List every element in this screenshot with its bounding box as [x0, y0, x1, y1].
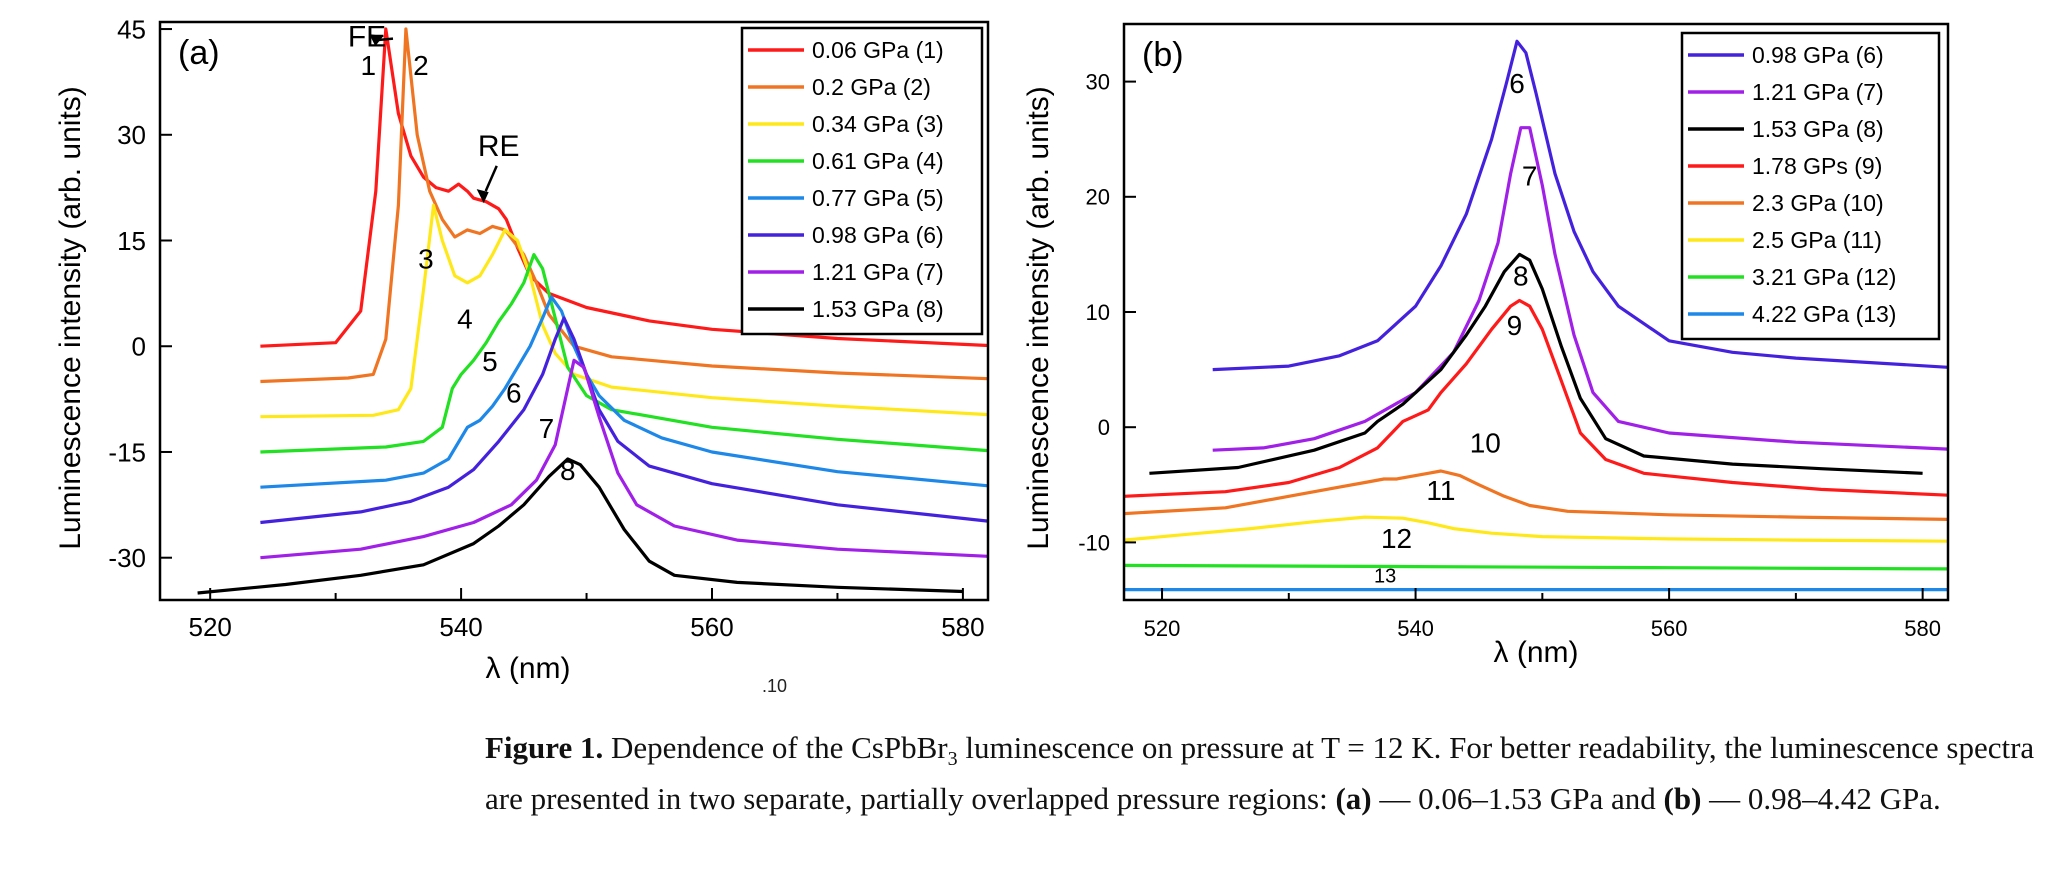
caption-text-1: Dependence of the CsPbBr [603, 730, 948, 765]
legend-box [740, 26, 984, 336]
y-tick-label: 15 [117, 226, 146, 256]
y-tick-label: 45 [117, 14, 146, 44]
legend-entry: 1.78 GPs (9) [1752, 153, 1882, 179]
y-tick-label: 30 [1086, 70, 1110, 95]
series-line-8 [197, 457, 963, 595]
caption-text-2: luminescence on pressure at T = 12 K. Fo… [485, 730, 2035, 817]
y-axis-label: Luminescence intensity (arb. units) [54, 86, 87, 550]
series-line-7 [1123, 563, 1949, 571]
legend-box [1680, 31, 1941, 341]
re-arrow-head [476, 189, 489, 204]
legend-entry: 0.61 GPa (4) [812, 148, 944, 174]
curve-number-label: 13 [1374, 566, 1396, 588]
legend-entry: 0.06 GPa (1) [812, 37, 944, 63]
y-tick-label: 0 [132, 332, 146, 362]
curve-number-label: 1 [360, 50, 376, 81]
caption-subscript: 3 [947, 748, 958, 771]
re-arrow-line [484, 165, 498, 192]
legend-entry: 1.21 GPa (7) [812, 259, 944, 285]
series-line-4 [260, 253, 989, 454]
caption-ref-a: (a) [1335, 781, 1372, 817]
legend-entry: 1.53 GPa (8) [1752, 116, 1884, 142]
x-tick-label: 580 [1904, 616, 1941, 641]
legend-entry: 0.34 GPa (3) [812, 111, 944, 137]
legend-entry: 4.22 GPa (13) [1752, 301, 1896, 327]
y-tick-label: -10 [1078, 530, 1110, 555]
y-tick-label: -30 [108, 543, 146, 573]
plot-frame [158, 20, 990, 602]
curve-number-label: 5 [482, 346, 498, 377]
series-line-1 [1212, 39, 1949, 372]
legend-entry: 2.5 GPa (11) [1752, 227, 1882, 253]
curve-number-label: 6 [1509, 68, 1525, 99]
y-tick-label: 10 [1086, 300, 1110, 325]
y-tick-label: -15 [108, 437, 146, 467]
curve-number-label: 11 [1426, 475, 1455, 506]
y-tick-label: 0 [1098, 415, 1110, 440]
y-tick-label: 30 [117, 120, 146, 150]
curve-number-label: 8 [1513, 261, 1529, 292]
panel-label: (a) [178, 34, 220, 72]
x-tick-label: 540 [439, 612, 482, 642]
caption-text-3: — 0.06–1.53 GPa and [1371, 781, 1664, 817]
x-tick-label: 540 [1397, 616, 1434, 641]
legend-entry: 0.2 GPa (2) [812, 74, 931, 100]
legend-entry: 1.21 GPa (7) [1752, 79, 1884, 105]
caption-text-4: — 0.98–4.42 GPa. [1701, 781, 1941, 817]
curve-number-label: 8 [560, 455, 576, 486]
legend-entry: 3.21 GPa (12) [1752, 264, 1896, 290]
x-tick-label: 580 [941, 612, 984, 642]
caption-ref-b: (b) [1663, 781, 1702, 817]
page-mark: .10 [762, 676, 788, 696]
series-line-2 [260, 27, 989, 384]
x-axis-label: λ (nm) [1494, 636, 1579, 669]
curve-number-label: 3 [418, 244, 434, 275]
x-tick-label: 560 [1651, 616, 1688, 641]
curve-number-label: 12 [1381, 523, 1412, 554]
series-line-6 [1123, 515, 1949, 543]
figure-caption: Figure 1. Dependence of the CsPbBr3 lumi… [485, 728, 2045, 819]
y-axis-label: Luminescence intensity (arb. units) [1022, 86, 1055, 550]
curve-number-label: 2 [413, 50, 429, 81]
series-line-4 [1123, 298, 1949, 498]
legend-entry: 2.3 GPa (10) [1752, 190, 1884, 216]
curve-number-label: 7 [1522, 160, 1538, 191]
fe-arrow-head [369, 34, 384, 47]
series-line-3 [260, 203, 989, 419]
series-line-6 [260, 316, 989, 525]
legend-entry: 0.77 GPa (5) [812, 185, 944, 211]
x-tick-label: 520 [1144, 616, 1181, 641]
legend-entry: 0.98 GPa (6) [812, 222, 944, 248]
x-axis-label: λ (nm) [486, 652, 571, 685]
curve-number-label: 4 [457, 304, 473, 335]
x-tick-label: 560 [690, 612, 733, 642]
curve-number-label: 6 [506, 378, 522, 409]
series-line-7 [260, 358, 989, 560]
legend-entry: 1.53 GPa (8) [812, 296, 944, 322]
series-line-5 [1123, 469, 1949, 521]
series-line-1 [260, 27, 989, 348]
panel-b: 520 540 560 580 -10 0 10 20 30 λ (nm) Luminescence… [1022, 22, 1950, 669]
caption-label: Figure 1. [485, 730, 604, 765]
x-tick-label: 520 [188, 612, 231, 642]
legend-entry: 0.98 GPa (6) [1752, 42, 1884, 68]
panel-label: (b) [1142, 36, 1184, 74]
curve-number-label: 7 [539, 413, 555, 444]
y-tick-label: 20 [1086, 185, 1110, 210]
curve-number-label: 10 [1470, 428, 1501, 459]
curve-number-label: 9 [1507, 310, 1523, 341]
series-line-3 [1149, 252, 1923, 475]
series-line-5 [260, 295, 989, 489]
annotation-label: RE [478, 130, 520, 163]
series-line-2 [1212, 126, 1949, 452]
